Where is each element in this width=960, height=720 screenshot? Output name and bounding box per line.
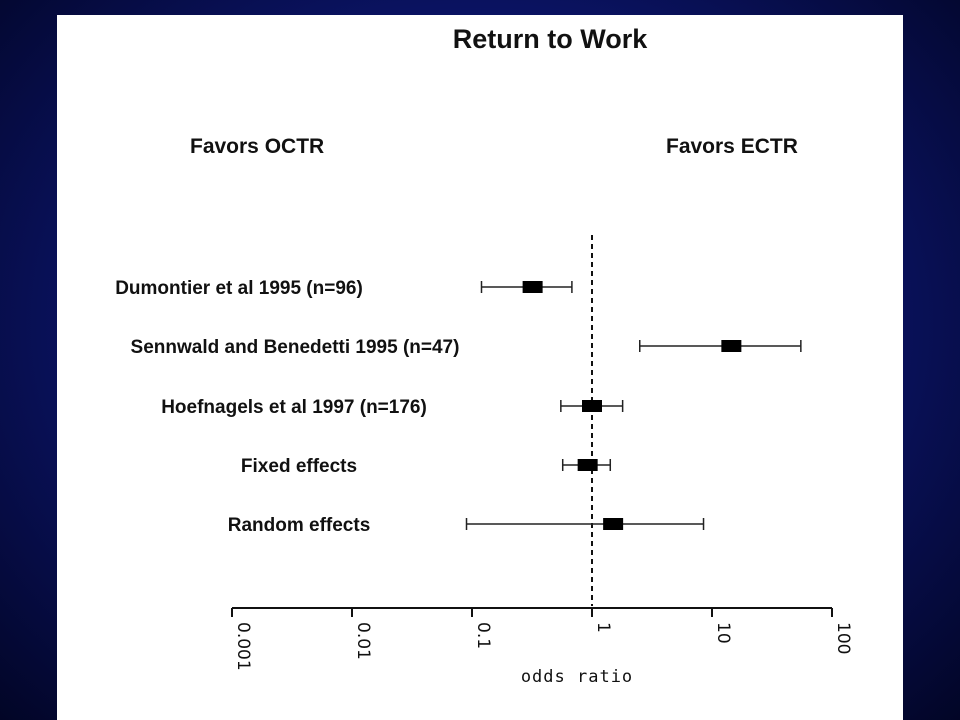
row-label: Fixed effects bbox=[241, 456, 357, 477]
x-axis-label: odds ratio bbox=[521, 667, 633, 687]
forest-row: Random effects bbox=[228, 515, 705, 536]
x-tick-label: 0.1 bbox=[473, 622, 493, 649]
chart-title: Return to Work bbox=[453, 24, 648, 54]
slide-panel: Return to Work Favors OCTR Favors ECTR D… bbox=[57, 15, 903, 720]
row-label: Dumontier et al 1995 (n=96) bbox=[115, 278, 363, 299]
forest-row: Dumontier et al 1995 (n=96) bbox=[115, 278, 573, 299]
point-estimate bbox=[603, 518, 624, 530]
row-label: Hoefnagels et al 1997 (n=176) bbox=[161, 397, 427, 418]
x-tick-label: 0.01 bbox=[353, 622, 373, 660]
point-estimate bbox=[721, 340, 742, 352]
forest-plot: Return to Work Favors OCTR Favors ECTR D… bbox=[115, 24, 853, 687]
row-label: Sennwald and Benedetti 1995 (n=47) bbox=[131, 337, 460, 358]
forest-row: Sennwald and Benedetti 1995 (n=47) bbox=[131, 337, 802, 358]
favors-left-label: Favors OCTR bbox=[190, 135, 324, 158]
point-estimate bbox=[582, 400, 602, 412]
favors-right-label: Favors ECTR bbox=[666, 135, 798, 158]
point-estimate bbox=[577, 459, 598, 471]
x-tick-label: 0.001 bbox=[233, 622, 253, 671]
point-estimate bbox=[522, 281, 543, 293]
forest-row: Fixed effects bbox=[241, 456, 612, 477]
row-label: Random effects bbox=[228, 515, 371, 536]
x-tick-label: 1 bbox=[593, 622, 613, 633]
x-tick-label: 100 bbox=[833, 622, 853, 654]
forest-row: Hoefnagels et al 1997 (n=176) bbox=[161, 397, 624, 418]
x-tick-label: 10 bbox=[713, 622, 733, 644]
